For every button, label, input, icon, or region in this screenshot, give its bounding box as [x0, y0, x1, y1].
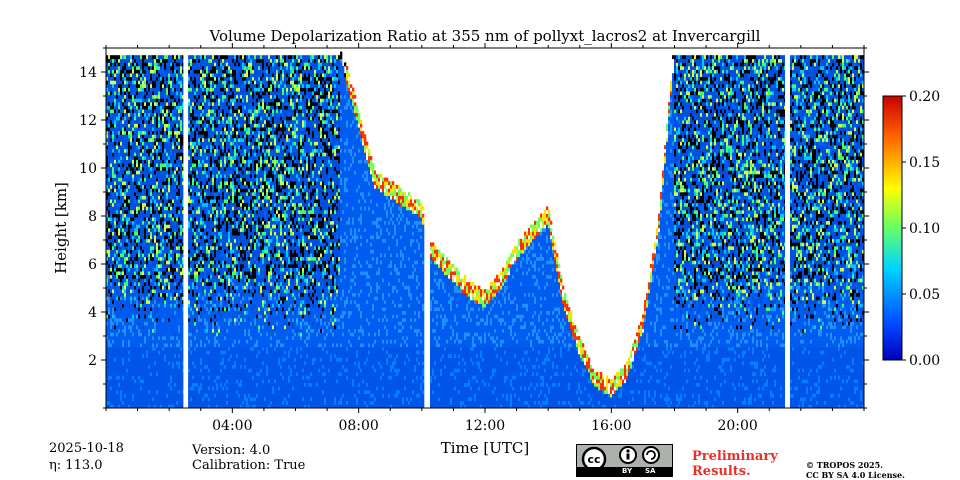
y-tick-label: 10 — [79, 161, 97, 177]
cc-sa-label: SA — [645, 467, 655, 476]
footer-version: Version: 4.0 — [192, 443, 270, 458]
colorbar-tick-label: 0.10 — [909, 221, 940, 237]
colorbar-tick-label: 0.00 — [909, 353, 940, 369]
footer-date: 2025-10-18 — [49, 441, 124, 456]
colorbar-tick-label: 0.05 — [909, 287, 940, 303]
cc-by-label: BY — [622, 467, 632, 476]
cc-badge-bar — [577, 467, 672, 476]
cc-license-badge: cc BY SA — [576, 444, 673, 477]
x-axis-ticks: 04:00 08:00 12:00 16:00 20:00 — [105, 43, 865, 434]
x-axis-label: Time [UTC] — [441, 439, 530, 457]
cc-logo-icon: cc — [581, 446, 660, 469]
copyright-line2: CC BY SA 4.0 License. — [806, 470, 905, 480]
colorbar — [882, 95, 903, 361]
footer-eta: η: 113.0 — [49, 458, 103, 473]
y-tick-label: 8 — [88, 209, 97, 225]
data-gap-1 — [183, 48, 189, 408]
copyright-line1: © TROPOS 2025. — [806, 460, 883, 470]
chart-title: Volume Depolarization Ratio at 355 nm of… — [209, 27, 761, 45]
x-tick-label: 20:00 — [717, 418, 757, 434]
x-tick-label: 16:00 — [591, 418, 631, 434]
y-tick-label: 14 — [79, 65, 97, 81]
data-gap-2 — [424, 48, 430, 408]
y-axis-ticks: 2 4 6 8 10 12 14 — [79, 47, 869, 409]
y-tick-label: 2 — [88, 353, 97, 369]
preliminary-line1: Preliminary — [692, 449, 778, 464]
y-tick-label: 6 — [88, 257, 97, 273]
y-tick-label: 4 — [88, 305, 97, 321]
depolarization-field — [106, 51, 864, 408]
x-tick-label: 08:00 — [338, 418, 378, 434]
colorbar-ticks: 0.00 0.05 0.10 0.15 0.20 — [902, 89, 940, 369]
y-tick-label: 12 — [79, 113, 97, 129]
x-tick-label: 04:00 — [212, 418, 252, 434]
colorbar-tick-label: 0.15 — [909, 155, 940, 171]
footer-calibration: Calibration: True — [192, 458, 305, 473]
colorbar-tick-label: 0.20 — [909, 89, 940, 105]
x-tick-label: 12:00 — [465, 418, 505, 434]
preliminary-line2: Results. — [692, 464, 751, 479]
plot-area — [106, 48, 864, 408]
y-axis-label: Height [km] — [52, 182, 70, 274]
data-gap-3 — [785, 48, 790, 408]
